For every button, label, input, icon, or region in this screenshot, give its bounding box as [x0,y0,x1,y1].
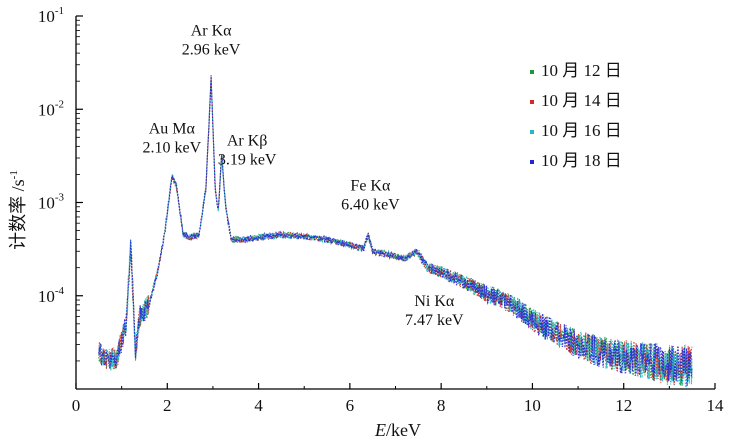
x-tick-label: 6 [346,396,355,415]
x-tick-label: 12 [615,396,632,415]
x-tick-label: 10 [524,396,541,415]
legend-marker [530,130,534,134]
axes-layer: 0 2 4 6 8 10 12 14 10-1 10-2 10-3 10-4 [38,5,724,415]
peak-label-name: Ar Kα [191,22,232,39]
y-tick-label: 10-2 [38,98,64,119]
y-axis-title-sup: -1 [8,170,20,179]
x-axis-title-italic: E [374,420,386,440]
y-tick-label: 10-1 [38,5,64,26]
y-axis-title-main: 计数率 /s [8,179,28,250]
y-tick-label: 10-4 [38,285,65,306]
y-axis-title: 计数率 /s-1 [8,170,28,250]
x-axis-title: E/keV [374,420,421,440]
y-tick-label: 10-3 [38,192,65,213]
peak-label-name: Au Mα [149,120,196,137]
peak-label-name: Fe Kα [350,177,391,194]
legend-marker [530,160,534,164]
x-axis-title-unit: /keV [386,420,421,440]
legend: 10 月 12 日 10 月 14 日 10 月 16 日 10 月 18 日 [530,61,622,170]
series-line [98,75,693,387]
legend-label: 10 月 18 日 [541,151,622,170]
x-tick-label: 0 [72,396,81,415]
legend-marker [530,70,534,74]
legend-label: 10 月 14 日 [541,91,622,110]
peak-label-energy: 6.40 keV [341,196,400,213]
x-tick-label: 2 [163,396,172,415]
peak-label-name: Ni Kα [414,293,455,310]
peak-label-name: Ar Kβ [227,132,268,149]
legend-label: 10 月 12 日 [541,61,622,80]
peak-label-energy: 3.19 keV [218,151,277,168]
x-tick-label: 14 [707,396,725,415]
series-layer [98,75,693,388]
x-tick-label: 4 [254,396,263,415]
peak-label-energy: 7.47 keV [405,312,464,329]
peak-label-energy: 2.10 keV [143,139,202,156]
peak-label-energy: 2.96 keV [182,41,241,58]
x-tick-label: 8 [437,396,446,415]
legend-label: 10 月 16 日 [541,121,622,140]
annotation-layer: Ar Kα 2.96 keV Au Mα 2.10 keV Ar Kβ 3.19 keV F… [143,22,465,328]
legend-marker [530,100,534,104]
